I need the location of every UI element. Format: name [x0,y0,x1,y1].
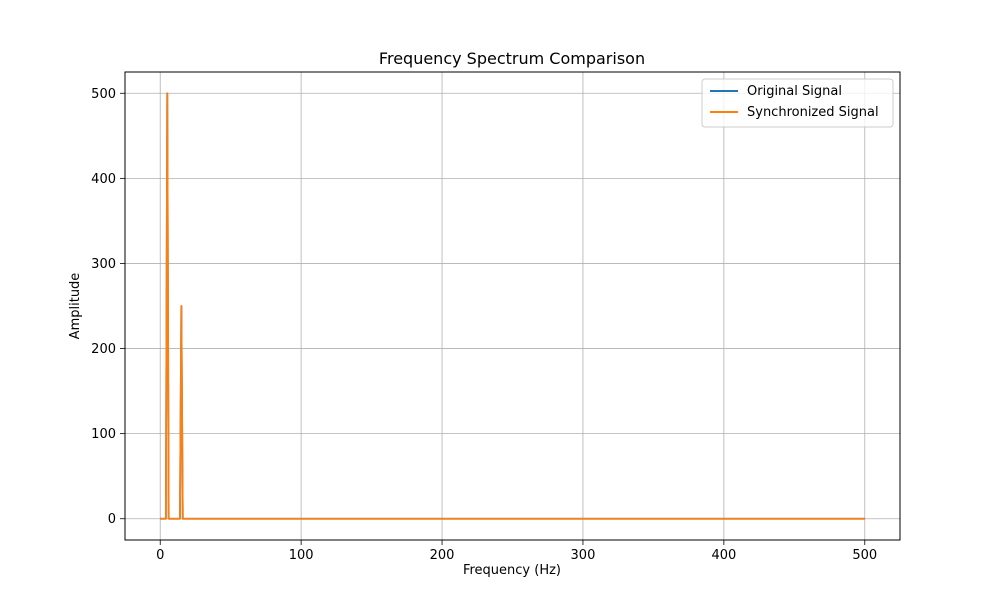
x-tick-label: 200 [430,548,455,563]
y-tick-label: 0 [108,512,116,527]
chart-title: Frequency Spectrum Comparison [379,49,645,68]
y-axis-ticks: 0 100 200 300 400 500 [91,87,125,527]
legend-label-original-signal: Original Signal [747,84,842,99]
series-layer [160,92,865,520]
y-tick-label: 200 [91,342,116,357]
plot-area-frame [124,71,901,541]
x-tick-label: 100 [289,548,314,563]
legend-label-synchronized-signal: Synchronized Signal [747,105,879,120]
x-tick-label: 300 [571,548,596,563]
y-tick-label: 500 [91,87,116,102]
legend: Original Signal Synchronized Signal [701,78,894,128]
y-tick-label: 300 [91,257,116,272]
x-tick-label: 500 [852,548,877,563]
legend-box [701,78,894,128]
x-tick-label: 400 [711,548,736,563]
y-tick-label: 100 [91,427,116,442]
y-axis-label: Amplitude [68,273,83,340]
y-tick-label: 400 [91,172,116,187]
series-line-synchronized-signal [160,92,865,520]
x-tick-label: 0 [156,548,164,563]
x-axis-ticks: 0 100 200 300 400 500 [156,540,877,563]
x-axis-label: Frequency (Hz) [463,563,561,578]
